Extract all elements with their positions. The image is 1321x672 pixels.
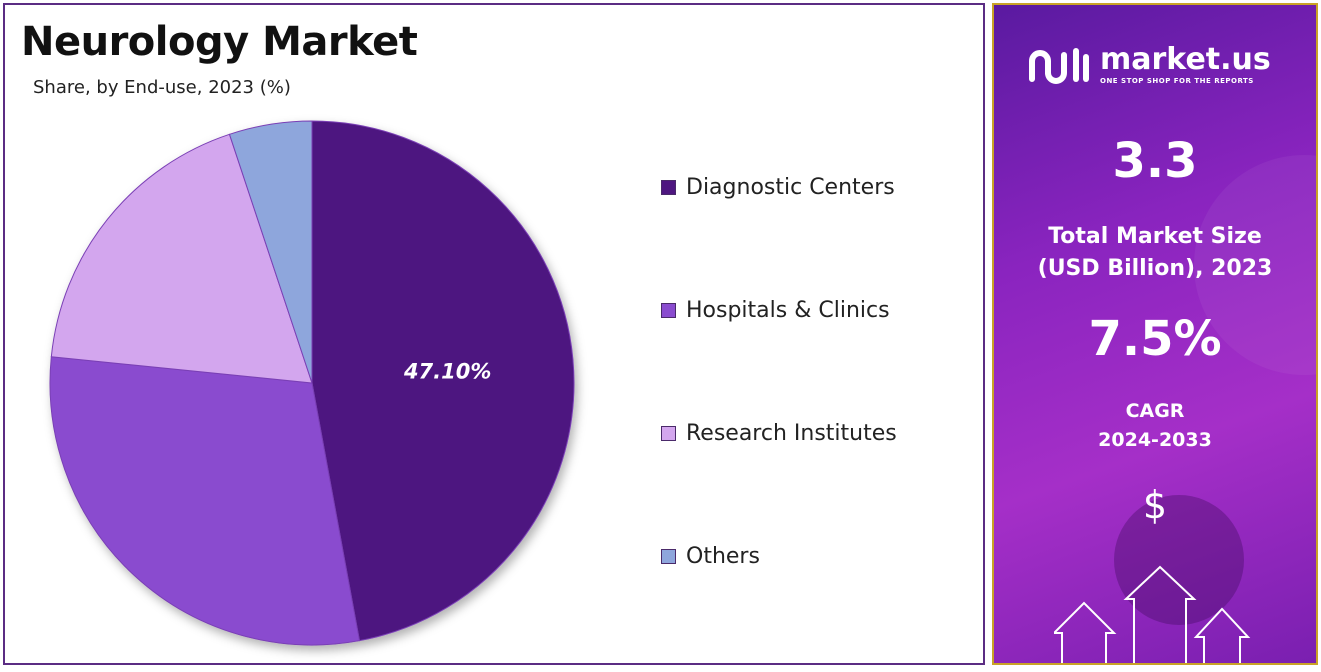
market-size-value: 3.3 [1112,133,1198,189]
pie-chart: 47.10% [49,120,575,646]
legend-item: Research Institutes [661,421,897,446]
dollar-icon: $ [1142,483,1168,527]
market-size-label-line2: (USD Billion), 2023 [1037,256,1273,281]
pie-slice-others [228,120,313,384]
market-size-label-line1: Total Market Size [1048,224,1262,249]
cagr-value: 7.5% [1088,311,1222,367]
stats-sidebar: market.us ONE STOP SHOP FOR THE REPORTS … [992,3,1318,665]
chart-panel: Neurology Market Share, by End-use, 2023… [3,3,985,665]
legend-label: Hospitals & Clinics [686,298,890,323]
legend-item: Others [661,544,760,569]
chart-subtitle: Share, by End-use, 2023 (%) [33,77,291,98]
market-us-logo: market.us ONE STOP SHOP FOR THE REPORTS [1026,43,1271,87]
pie-slice-diagnostic-centers [311,120,575,642]
legend-label: Research Institutes [686,421,897,446]
legend-swatch [661,303,676,318]
legend-item: Hospitals & Clinics [661,298,890,323]
pie-data-label: 47.10% [403,360,491,384]
growth-arrows-icon [1054,565,1251,663]
pie-slice-research-institutes [50,133,313,384]
logo-tagline: ONE STOP SHOP FOR THE REPORTS [1100,77,1254,85]
legend-swatch [661,426,676,441]
pie-slice-hospitals-clinics [49,356,361,646]
legend-swatch [661,549,676,564]
logo-mark-icon [1029,48,1089,84]
legend-swatch [661,180,676,195]
legend-item: Diagnostic Centers [661,175,895,200]
legend-label: Diagnostic Centers [686,175,895,200]
chart-title: Neurology Market [21,19,418,65]
cagr-period: 2024-2033 [1098,429,1212,451]
logo-name: market.us [1100,42,1271,77]
decorative-circle [1114,495,1244,625]
legend-label: Others [686,544,760,569]
cagr-label: CAGR [1125,400,1185,422]
